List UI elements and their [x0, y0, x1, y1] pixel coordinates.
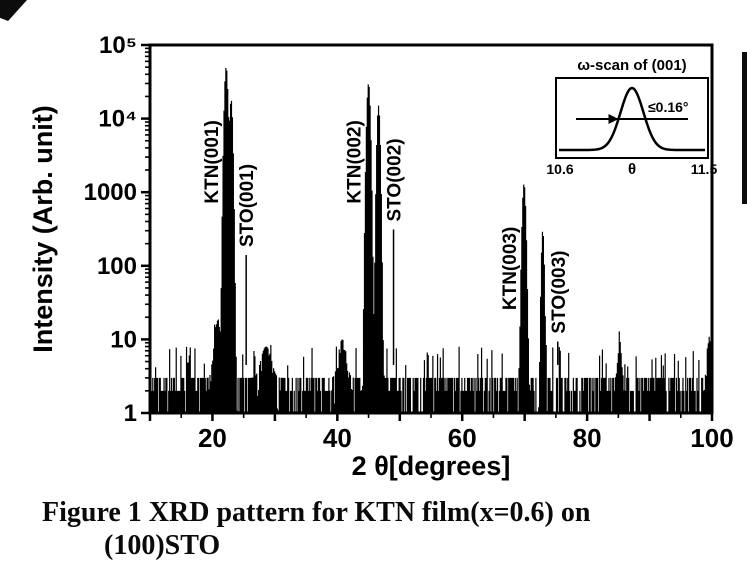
peak-label: STO(001) [237, 164, 258, 247]
peak-label: KTN(001) [202, 120, 223, 203]
scan-artifact-right-edge [742, 52, 747, 204]
x-tick-label: 60 [448, 423, 477, 453]
inset-frame [555, 77, 709, 159]
peak-label: STO(003) [549, 250, 570, 333]
y-tick-label: 100 [97, 253, 137, 280]
figure-caption: Figure 1 XRD pattern for KTN film(x=0.6)… [42, 496, 590, 562]
fwhm-arrowhead-icon [608, 114, 619, 124]
inset-title: ω-scan of (001) [577, 57, 686, 74]
inset-x-tick-label-right: 11.5 [691, 161, 718, 177]
x-tick-label: 100 [690, 423, 733, 453]
x-axis-label: 2 θ[degrees] [352, 451, 511, 481]
caption-line-2: (100)STO [104, 530, 221, 561]
x-tick-label: 20 [198, 423, 227, 453]
y-tick-label: 10⁴ [98, 106, 137, 133]
peak-label: KTN(003) [500, 227, 521, 310]
fwhm-annotation: ≤0.16° [648, 99, 689, 115]
peak-label: KTN(002) [345, 120, 366, 203]
inset-curve [559, 86, 705, 152]
caption-line-1: Figure 1 XRD pattern for KTN film(x=0.6)… [42, 497, 591, 528]
y-tick-label: 1000 [84, 179, 137, 206]
x-tick-label: 80 [573, 423, 602, 453]
y-tick-label: 10⁵ [99, 32, 137, 59]
y-axis-label: Intensity (Arb. unit) [28, 105, 58, 352]
x-tick-label: 40 [323, 423, 352, 453]
y-tick-label: 1 [124, 400, 137, 427]
xrd-chart: 1 10 100 1000 10⁴ 10⁵ 20 40 60 80 100 2 θ[degrees] I… [28, 32, 734, 481]
peak-label: STO(002) [385, 138, 406, 221]
inset-x-axis-label: θ [628, 161, 636, 178]
y-tick-label: 10 [110, 326, 137, 353]
inset-x-tick-label-left: 10.6 [546, 161, 573, 177]
